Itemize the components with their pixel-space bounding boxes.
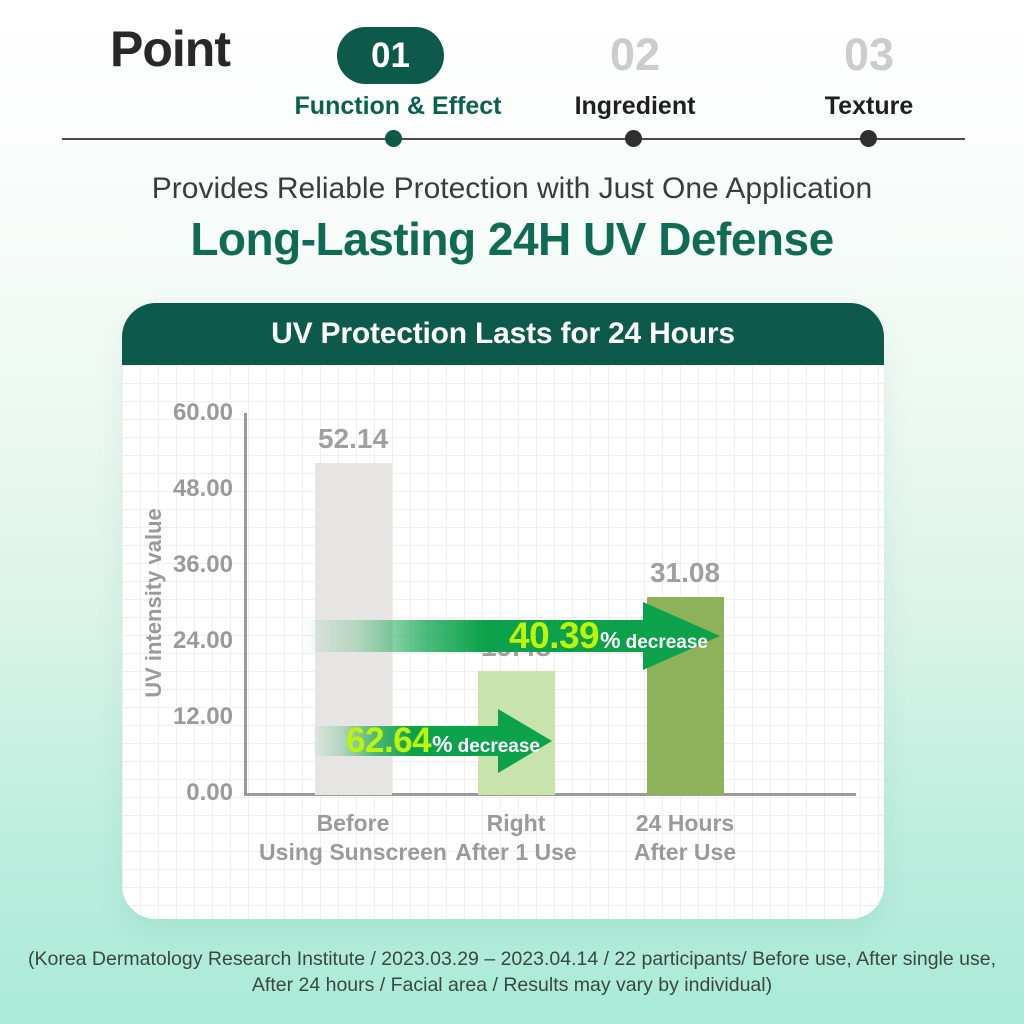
bar-value-label: 52.14: [317, 423, 389, 454]
arrow-body: [310, 726, 498, 756]
page-title: Long-Lasting 24H UV Defense: [190, 213, 834, 265]
y-tick: 12.00: [172, 703, 233, 730]
x-category-line: After Use: [633, 839, 737, 865]
x-category-line: Right: [486, 810, 546, 836]
y-tick: 36.00: [172, 551, 233, 578]
footnote-line-1: (Korea Dermatology Research Institute / …: [27, 948, 996, 970]
chart-card-header: UV Protection Lasts for 24 Hours: [122, 303, 884, 365]
arrow-head-icon: [498, 709, 552, 773]
decrease-word: decrease: [625, 632, 708, 653]
step-number-02[interactable]: 02: [609, 29, 661, 80]
x-axis-category: Before Using Sunscreen: [243, 809, 463, 867]
decrease-annotation-62: 62.64 % decrease: [346, 721, 540, 761]
y-axis-ticks: 60.00 48.00 36.00 24.00 12.00 0.00: [128, 400, 233, 806]
y-tick: 60.00: [172, 399, 233, 426]
step-label-ingredient[interactable]: Ingredient: [574, 92, 696, 120]
step-badge-01[interactable]: 01: [337, 27, 444, 84]
progress-dot-icon: [860, 130, 877, 147]
step-label-texture[interactable]: Texture: [824, 92, 914, 120]
progress-dot-active-icon: [385, 130, 402, 147]
subtitle: Provides Reliable Protection with Just O…: [151, 172, 873, 205]
footnote-line-2: After 24 hours / Facial area / Results m…: [251, 974, 773, 996]
x-axis-category: Right After 1 Use: [406, 809, 626, 867]
x-category-line: 24 Hours: [635, 810, 735, 836]
percent-sign: %: [600, 627, 621, 653]
chart-card: UV Protection Lasts for 24 Hours UV inte…: [122, 303, 884, 919]
decrease-percent-value: 40.39: [509, 615, 600, 656]
decrease-arrow-62-icon: 62.64 % decrease: [310, 709, 552, 773]
decrease-word: decrease: [457, 736, 540, 757]
chart-title: UV Protection Lasts for 24 Hours: [271, 317, 735, 350]
y-tick: 0.00: [186, 779, 233, 806]
y-tick: 48.00: [172, 475, 233, 502]
progress-line: [62, 138, 965, 140]
y-tick: 24.00: [172, 627, 233, 654]
progress-dot-icon: [625, 130, 642, 147]
x-category-line: After 1 Use: [455, 839, 577, 865]
y-axis-line: [244, 413, 247, 796]
chart-area: UV intensity value 60.00 48.00 36.00 24.…: [122, 365, 884, 919]
decrease-annotation-40: 40.39 % decrease: [509, 615, 708, 657]
step-number-03[interactable]: 03: [843, 29, 895, 80]
bar-value-label: 31.08: [649, 557, 721, 588]
point-heading: Point: [110, 21, 231, 77]
step-label-function-effect[interactable]: Function & Effect: [294, 92, 502, 120]
x-category-line: Using Sunscreen: [259, 839, 447, 865]
step-number-01: 01: [371, 35, 410, 75]
x-category-line: Before: [316, 810, 390, 836]
decrease-percent-value: 62.64: [346, 721, 432, 760]
decrease-arrow-40-icon: 40.39 % decrease: [300, 602, 720, 670]
percent-sign: %: [432, 731, 453, 757]
arrow-head-icon: [643, 602, 720, 670]
x-axis-category: 24 Hours After Use: [575, 809, 795, 867]
arrow-body: [300, 620, 643, 652]
